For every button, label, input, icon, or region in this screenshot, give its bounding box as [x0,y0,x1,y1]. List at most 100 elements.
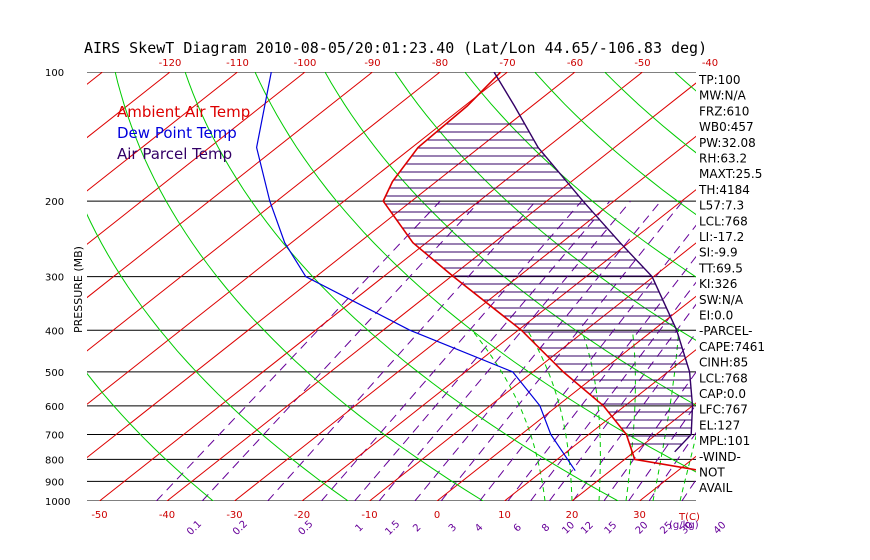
dry-adiabat [534,72,696,216]
dry-adiabat [87,372,214,501]
top-tick: -100 [294,58,317,69]
series-air-parcel-temp [493,72,694,453]
isotherm [87,72,373,299]
pressure-tick-1000: 1000 [45,497,70,508]
y-axis-label: PRESSURE (MB) [72,246,85,333]
mixing-ratio-line [628,403,696,501]
bottom-tick: 0 [434,510,440,521]
isotherm [842,72,870,501]
mixing-ratio-line [267,200,537,501]
dry-adiabat [87,213,349,501]
sounding-index: KI:326 [699,277,737,291]
sounding-index: EL:127 [699,418,740,432]
mixing-ratio-label: 3 [447,522,459,534]
bottom-tick: -50 [91,510,107,521]
isotherm [504,349,696,501]
pressure-tick-100: 100 [45,68,64,79]
sounding-index: WB0:457 [699,120,754,134]
mixing-ratio-label: 12 [579,520,596,537]
sounding-index: -PARCEL- [699,324,753,338]
mixing-ratio-label: 40 [712,520,729,537]
sounding-index: CINH:85 [699,356,748,370]
temp-unit-label: T(C) [678,512,700,523]
isotherm [99,72,643,501]
bottom-tick: -10 [361,510,377,521]
mixing-ratio-line [378,200,631,501]
mixing-ratio-line [440,200,684,501]
mixing-ratio-label: 20 [634,520,651,537]
pressure-tick-900: 900 [45,477,64,488]
mixing-ratio-line [414,200,662,501]
pressure-tick-400: 400 [45,326,64,337]
sounding-index: TH:4184 [698,183,750,197]
sounding-index: NOT [699,466,725,480]
mixing-ratio-labels: 0.1 0.2 0.5 1 1.5 2 3 4 6 8 10 12 15 20 25 30 40 [185,519,728,538]
isotherm [87,72,306,245]
mixing-ratio-lines [156,200,696,501]
chart-title: AIRS SkewT Diagram 2010-08-05/20:01:23.4… [84,39,707,57]
moist-adiabat [527,330,573,501]
mixing-ratio-label: 1.5 [383,519,402,538]
mixing-ratio-line [156,200,441,501]
legend-entry: Ambient Air Temp [117,103,250,121]
sounding-index: SI:-9.9 [699,246,738,260]
legend: Ambient Air Temp Dew Point Temp Air Parcel… [117,103,250,163]
isotherm [369,242,696,501]
mixing-ratio-label: 8 [540,522,552,534]
dry-adiabat [324,72,696,406]
sounding-index: CAP:0.0 [699,387,746,401]
cape-hatching [385,123,693,445]
mixing-ratio-line [548,303,696,501]
sounding-index: SW:N/A [699,293,744,307]
mixing-ratio-line [603,371,696,501]
sounding-index: CAPE:7461 [699,340,765,354]
top-tick: -120 [159,58,182,69]
isobar-lines [87,72,696,501]
isotherm [436,295,696,501]
mixing-ratio-label: 2 [411,522,423,534]
pressure-tick-300: 300 [45,273,64,284]
dry-adiabat-lines [87,72,870,501]
bottom-tick: 30 [633,510,646,521]
sounding-index: MAXT:25.5 [699,167,762,181]
dry-adiabat [464,72,696,278]
sounding-index: LI:-17.2 [699,230,744,244]
moist-adiabat [679,434,696,501]
pressure-tick-800: 800 [45,455,64,466]
mixing-ratio-line [507,255,696,501]
mixing-ratio-label: 0.1 [185,519,204,538]
mixing-ratio-label: 4 [473,522,485,534]
sounding-index: LCL:768 [699,214,748,228]
mixing-ratio-label: 0.5 [296,519,315,538]
mixing-ratio-line [354,200,611,501]
pressure-tick-600: 600 [45,402,64,413]
dry-adiabat [184,72,619,501]
sounding-index: MW:N/A [699,89,747,103]
sounding-index: RH:63.2 [699,152,747,166]
bottom-tick: 20 [566,510,579,521]
dry-adiabat [745,72,870,501]
isotherm [87,72,441,352]
mixing-ratio-label: 0.2 [231,519,250,538]
isotherm [87,72,238,192]
sounding-index: TT:69.5 [698,261,743,275]
series-ambient-air-temp [382,72,696,471]
mixing-ratio-line [479,224,696,501]
top-tick: -80 [432,58,448,69]
legend-entry: Air Parcel Temp [117,145,232,163]
top-tick: -70 [499,58,515,69]
top-temperature-axis: -120 -110 -100 -90 -80 -70 -60 -50 -40 [159,58,719,69]
isotherm [166,82,696,501]
dry-adiabat [394,72,696,341]
sounding-index: FRZ:610 [699,104,749,118]
mixing-ratio-line [648,431,696,501]
bottom-tick: -30 [226,510,242,521]
top-tick: -40 [702,58,718,69]
bottom-tick: 10 [498,510,511,521]
top-tick: -90 [364,58,380,69]
pressure-tick-500: 500 [45,368,64,379]
sounding-index: LFC:767 [699,403,748,417]
sounding-index: LCL:768 [699,371,748,385]
